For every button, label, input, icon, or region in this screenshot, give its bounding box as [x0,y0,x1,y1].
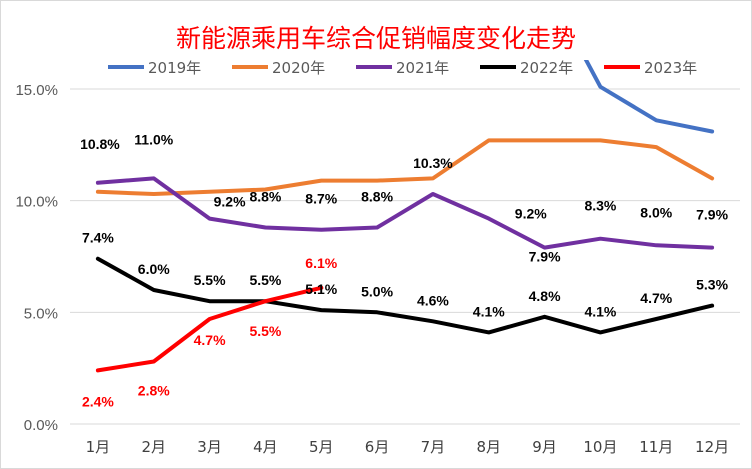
data-label-2022: 5.1% [305,281,337,297]
data-label-2023: 2.4% [82,393,114,409]
x-tick-label: 11月 [639,438,673,456]
data-label-2023: 5.5% [249,323,281,339]
data-label-2021: 10.3% [413,155,453,171]
x-tick-label: 10月 [583,438,617,456]
data-label-2022: 4.8% [529,288,561,304]
legend-label: 2022年 [520,59,573,77]
x-tick-label: 7月 [421,438,446,456]
data-label-2021: 9.2% [515,206,547,222]
data-label-2021: 7.9% [529,249,561,265]
legend-label: 2023年 [644,59,697,77]
series-line [95,138,715,196]
data-label-2022: 5.3% [696,277,728,293]
data-label-2022: 6.0% [138,261,170,277]
data-label-2022: 4.6% [417,292,449,308]
chart-title: 新能源乘用车综合促销幅度变化走势 [176,24,576,53]
data-label-2021: 8.0% [640,204,672,220]
data-label-2022: 7.4% [82,230,114,246]
data-label-2023: 2.8% [138,382,170,398]
data-label-2021: 8.7% [305,191,337,207]
x-tick-label: 8月 [476,438,501,456]
data-label-2021: 8.3% [584,198,616,214]
y-tick-label: 15.0% [15,82,58,99]
x-tick-label: 12月 [695,438,729,456]
data-label-2021: 8.8% [249,188,281,204]
y-axis-ticks: 0.0% 5.0% 10.0% 15.0% [15,82,58,434]
x-tick-label: 1月 [86,438,111,456]
series-lines [95,60,715,373]
x-tick-label: 4月 [253,438,278,456]
data-label-2022: 5.5% [194,272,226,288]
data-label-2021: 9.2% [214,194,246,210]
data-label-2021: 7.9% [696,207,728,223]
series-line [95,176,715,250]
legend-label: 2020年 [272,59,325,77]
data-label-2021: 10.8% [80,136,120,152]
x-tick-label: 2月 [141,438,166,456]
legend: 2019年 2020年 2021年 2022年 2023年 [108,59,697,77]
legend-label: 2019年 [148,59,201,77]
data-label-2022: 5.5% [249,272,281,288]
data-labels: 10.8% 11.0%9.2% 8.8% 8.7% 8.8%10.3%9.2%7.9%8… [80,131,729,409]
data-label-2021: 11.0% [134,131,173,147]
data-label-2022: 5.0% [361,283,393,299]
data-label-2023: 4.7% [194,332,226,348]
data-label-2021: 8.8% [361,188,393,204]
series-line [95,285,324,373]
x-tick-label: 9月 [532,438,557,456]
legend-label: 2021年 [396,59,449,77]
series-line [583,60,715,134]
series-line [95,256,715,335]
data-label-2023: 6.1% [305,255,337,271]
x-tick-label: 5月 [309,438,334,456]
x-tick-label: 3月 [197,438,222,456]
y-tick-label: 0.0% [24,417,58,434]
x-tick-label: 6月 [365,438,390,456]
y-tick-label: 5.0% [24,305,58,322]
data-label-2022: 4.7% [640,290,672,306]
data-label-2022: 4.1% [473,303,505,319]
x-axis-ticks: 1月 2月 3月 4月 5月 6月 7月 8月 9月 10月 11月 12月 [86,438,729,456]
data-label-2022: 4.1% [584,303,616,319]
y-tick-label: 10.0% [15,194,58,211]
